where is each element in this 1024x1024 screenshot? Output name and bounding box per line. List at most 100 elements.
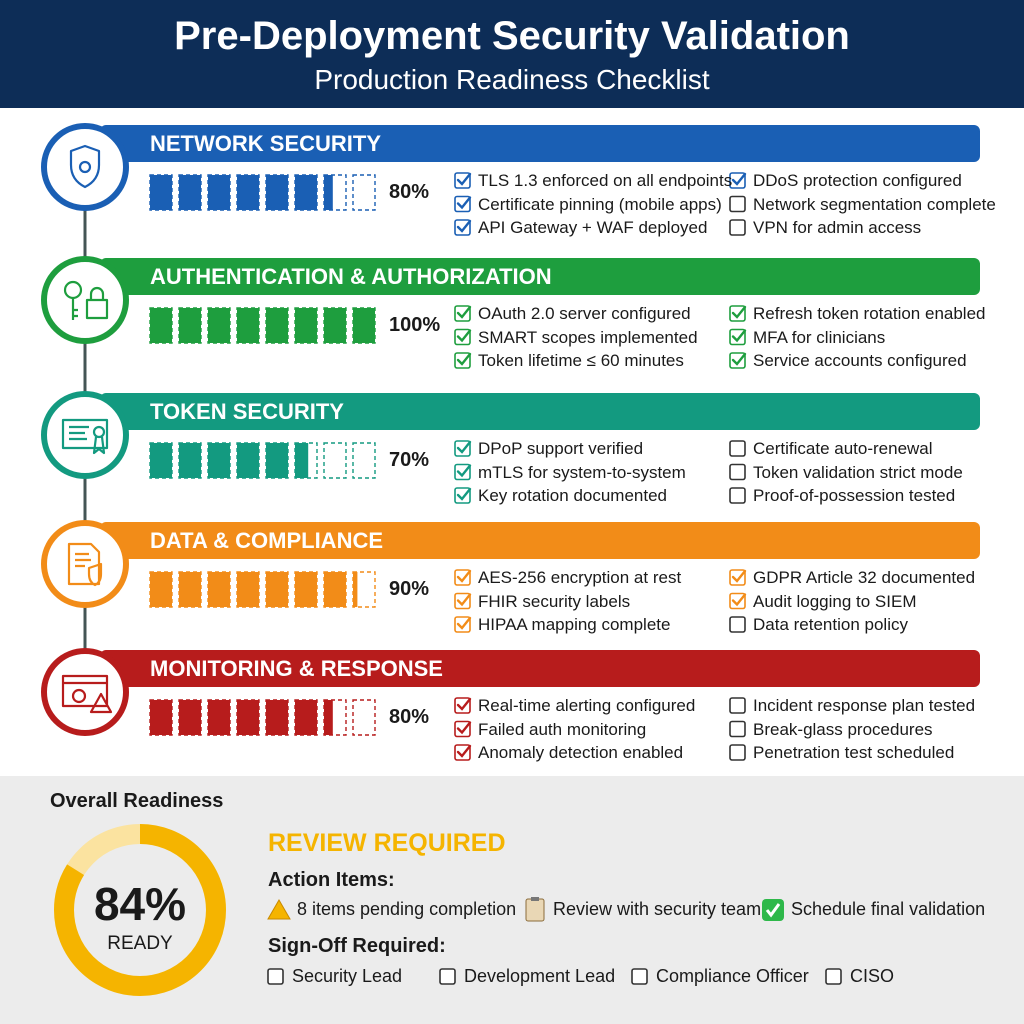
action-item: 8 items pending completion (297, 899, 517, 919)
section-title: TOKEN SECURITY (150, 399, 344, 424)
header (0, 0, 1024, 108)
check-mark (731, 352, 747, 366)
check-item: DPoP support verified (478, 439, 644, 458)
check-item: Proof-of-possession tested (753, 486, 956, 505)
progress-fill (179, 572, 201, 607)
checklist-graphics (41, 123, 980, 761)
check-mark (456, 697, 472, 711)
progress-fill (237, 308, 259, 343)
check-item: Certificate pinning (mobile apps) (478, 194, 722, 214)
check-item: Incident response plan tested (753, 696, 976, 715)
check-item: API Gateway + WAF deployed (478, 218, 708, 237)
section-banner (100, 393, 980, 430)
progress-fill (324, 572, 346, 607)
progress-fill (179, 700, 201, 735)
page-subtitle: Production Readiness Checklist (314, 64, 710, 95)
check-item: HIPAA mapping complete (478, 615, 671, 634)
progress-fill (266, 700, 288, 735)
check-item: Network segmentation complete (753, 194, 996, 214)
checkbox (729, 219, 746, 236)
check-item: Refresh token rotation enabled (753, 304, 986, 323)
signoff-item: CISO (850, 966, 895, 986)
checkbox (267, 968, 284, 985)
checkbox (454, 463, 471, 481)
check-item: GDPR Article 32 documented (753, 568, 976, 587)
checkbox (454, 195, 471, 213)
progress-fill (237, 572, 259, 607)
progress-fill (295, 700, 317, 735)
clipboard-icon (525, 898, 545, 922)
check-mark (456, 569, 472, 583)
section-banner (100, 125, 980, 162)
check-item: Data retention policy (753, 615, 908, 634)
checkbox (729, 744, 746, 761)
progress-slot (352, 442, 376, 479)
check-mark (456, 196, 472, 210)
check-item: Failed auth monitoring (478, 719, 647, 739)
progress-fill (179, 443, 201, 478)
checkbox (729, 592, 746, 610)
progress-fill (295, 175, 317, 210)
checkbox (454, 592, 471, 610)
check-item: TLS 1.3 enforced on all endpoints (478, 171, 733, 190)
check-item: Token lifetime ≤ 60 minutes (478, 351, 684, 370)
score-arc (54, 824, 226, 996)
progress-label: 80% (389, 706, 430, 728)
checkbox (454, 305, 471, 322)
check-mark (456, 172, 472, 186)
progress-fill (150, 308, 172, 343)
checkbox (454, 440, 471, 457)
checkbox (729, 195, 746, 213)
checkbox (729, 720, 746, 738)
checkbox (729, 697, 746, 714)
check-mark (456, 487, 472, 501)
checkbox (729, 440, 746, 457)
check-item: Penetration test scheduled (753, 743, 955, 762)
checkbox (631, 968, 648, 985)
checkbox (454, 744, 471, 761)
warning-icon (267, 899, 291, 920)
progress-fill (179, 175, 201, 210)
checkbox (439, 968, 456, 985)
progress-fill (266, 572, 288, 607)
section-banner (100, 522, 980, 559)
progress-fill (208, 572, 230, 607)
section-icon-ring (41, 256, 129, 344)
check-mark (456, 305, 472, 319)
progress-slot (352, 571, 376, 608)
progress-label: 90% (389, 578, 430, 600)
section-icon-ring (41, 123, 129, 211)
checkbox (825, 968, 842, 985)
section-banner (100, 650, 980, 687)
clipboard-clip (531, 897, 539, 901)
checkbox (454, 352, 471, 369)
progress-fill (266, 175, 288, 210)
progress-fill (237, 175, 259, 210)
check-item: SMART scopes implemented (478, 327, 698, 347)
section-banner (100, 258, 980, 295)
progress-fill (324, 175, 333, 210)
checkbox (729, 352, 746, 369)
progress-fill (150, 443, 172, 478)
section-title: MONITORING & RESPONSE (150, 656, 443, 681)
checkbox (454, 720, 471, 738)
checkbox (729, 172, 746, 189)
check-item: FHIR security labels (478, 591, 631, 611)
score-label: 84% (93, 878, 187, 930)
section-title: NETWORK SECURITY (150, 131, 381, 156)
check-mark (456, 219, 472, 233)
progress-fill (295, 572, 317, 607)
check-item: mTLS for system-to-system (478, 462, 686, 482)
check-item: MFA for clinicians (753, 327, 886, 347)
checkbox (729, 616, 746, 633)
progress-fill (237, 700, 259, 735)
checkbox (729, 487, 746, 504)
progress-fill (208, 700, 230, 735)
checkbox (454, 219, 471, 236)
check-item: AES-256 encryption at rest (478, 568, 682, 587)
checkbox (454, 328, 471, 346)
progress-slot (323, 174, 347, 211)
check-item: Key rotation documented (478, 486, 668, 505)
progress-fill (295, 308, 317, 343)
